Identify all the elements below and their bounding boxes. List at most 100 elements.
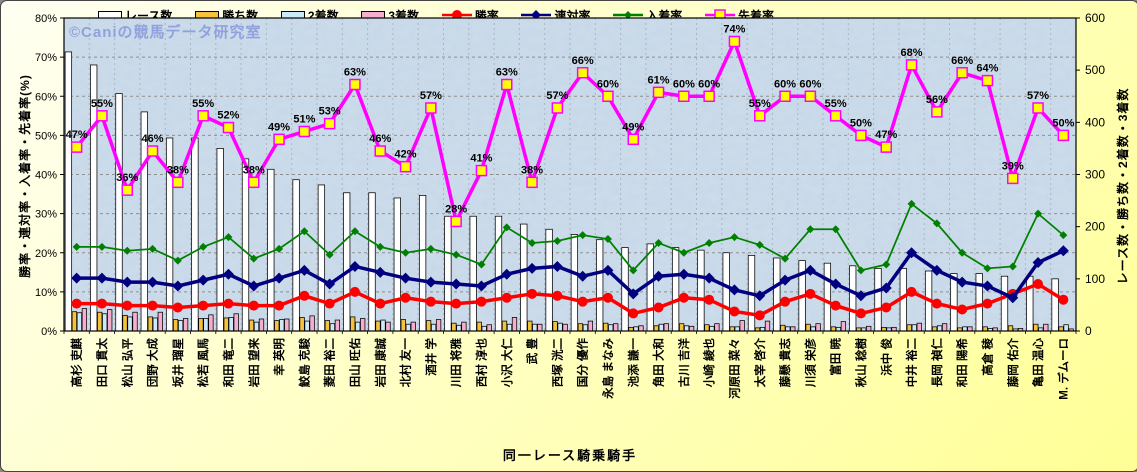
- y-left-tick-label: 0%: [41, 326, 57, 338]
- marker-square: [501, 78, 513, 91]
- bar-3着数: [208, 314, 214, 332]
- bar-2着数: [102, 313, 108, 332]
- bar-レース数: [570, 234, 579, 332]
- bar-2着数: [1063, 324, 1069, 332]
- bar-勝ち数: [653, 325, 659, 332]
- x-category-label: 古川 吉洋: [677, 338, 691, 388]
- marker-diamond: [298, 264, 310, 276]
- bar-3着数: [688, 325, 695, 332]
- marker-diamond-small: [502, 223, 511, 232]
- bar-勝ち数: [350, 316, 356, 332]
- marker-square: [880, 141, 892, 153]
- x-category-label: 川須 栄彦: [803, 338, 817, 389]
- bar-レース数: [874, 268, 882, 332]
- marker-circle: [299, 290, 310, 301]
- marker-diamond: [678, 268, 690, 280]
- point-label: 49%: [268, 121, 290, 133]
- marker-diamond: [501, 268, 513, 280]
- point-label: 38%: [243, 164, 265, 176]
- point-label: 38%: [521, 164, 543, 176]
- x-category-label: 北村 友一: [399, 338, 413, 388]
- bar-勝ち数: [678, 323, 685, 332]
- watermark: ©Caniの競馬データ研究室: [69, 24, 262, 41]
- marker-diamond-small: [148, 244, 157, 253]
- marker-square: [804, 90, 817, 102]
- bar-勝ち数: [1033, 323, 1039, 332]
- bar-レース数: [1026, 275, 1034, 332]
- marker-circle: [375, 298, 386, 309]
- marker-circle: [122, 300, 133, 311]
- bar-3着数: [613, 323, 619, 332]
- line-勝率: [76, 282, 1065, 318]
- point-label: 63%: [496, 67, 518, 79]
- marker-square: [905, 59, 918, 71]
- bar-3着数: [764, 320, 771, 332]
- marker-circle: [476, 296, 487, 307]
- marker-square: [273, 133, 285, 146]
- marker-diamond-small: [1008, 262, 1017, 271]
- bar-2着数: [709, 325, 715, 332]
- bar-2着数: [633, 326, 639, 332]
- point-label: 50%: [850, 117, 872, 129]
- bar-勝ち数: [400, 319, 406, 332]
- bar-2着数: [962, 326, 968, 332]
- marker-square: [678, 90, 690, 102]
- marker-square: [450, 215, 462, 228]
- x-category-label: 小沢 大仁: [500, 338, 514, 389]
- marker-diamond-small: [629, 266, 638, 275]
- bar-レース数: [1000, 275, 1009, 332]
- y-left-tick-label: 10%: [35, 287, 57, 299]
- bar-2着数: [911, 324, 917, 332]
- x-category-label: 永島 まなみ: [601, 338, 615, 400]
- marker-diamond-small: [831, 225, 840, 234]
- marker-square: [1007, 172, 1019, 185]
- marker-diamond-small: [882, 260, 891, 269]
- marker-circle: [982, 298, 993, 309]
- y-left-tick-label: 70%: [35, 52, 57, 64]
- point-label: 66%: [572, 55, 594, 67]
- bar-2着数: [279, 319, 285, 332]
- bar-3着数: [587, 320, 594, 332]
- point-label: 28%: [445, 203, 467, 215]
- bar-レース数: [191, 137, 199, 332]
- line-先着率: [75, 36, 1065, 227]
- marker-circle: [704, 294, 715, 305]
- point-label: 74%: [723, 23, 745, 35]
- x-category-label: 松若 風馬: [196, 338, 210, 387]
- point-label: 61%: [648, 74, 670, 86]
- marker-square: [931, 106, 943, 118]
- marker-square: [576, 67, 589, 79]
- bar-レース数: [343, 192, 351, 332]
- bar-レース数: [494, 215, 503, 332]
- x-category-label: 西塚 洸二: [550, 338, 564, 388]
- bar-3着数: [132, 311, 138, 332]
- bar-3着数: [334, 319, 341, 332]
- marker-diamond-small: [376, 242, 385, 251]
- marker-circle: [855, 308, 866, 319]
- bar-3着数: [815, 323, 821, 332]
- marker-diamond: [248, 280, 260, 292]
- x-category-label: 川田 将雅: [449, 338, 463, 389]
- marker-diamond: [273, 272, 285, 284]
- marker-square: [779, 90, 791, 102]
- bar-3着数: [916, 322, 922, 332]
- point-label: 64%: [976, 63, 998, 75]
- marker-diamond: [653, 270, 665, 282]
- x-category-label: 高杉 吏麒: [70, 338, 84, 388]
- bar-勝ち数: [527, 320, 533, 332]
- bar-レース数: [393, 197, 401, 332]
- bar-勝ち数: [122, 314, 128, 332]
- marker-diamond: [956, 276, 968, 288]
- y-left-tick-label: 20%: [35, 248, 57, 260]
- marker-diamond: [1032, 257, 1044, 269]
- marker-circle: [577, 296, 588, 307]
- marker-diamond-small: [97, 242, 106, 251]
- marker-square: [981, 74, 994, 87]
- bar-2着数: [380, 319, 386, 332]
- bar-3着数: [739, 320, 745, 332]
- marker-square: [1057, 129, 1070, 142]
- marker-diamond-small: [856, 266, 865, 275]
- bar-勝ち数: [780, 324, 786, 332]
- marker-square: [172, 176, 184, 189]
- marker-diamond: [855, 290, 867, 302]
